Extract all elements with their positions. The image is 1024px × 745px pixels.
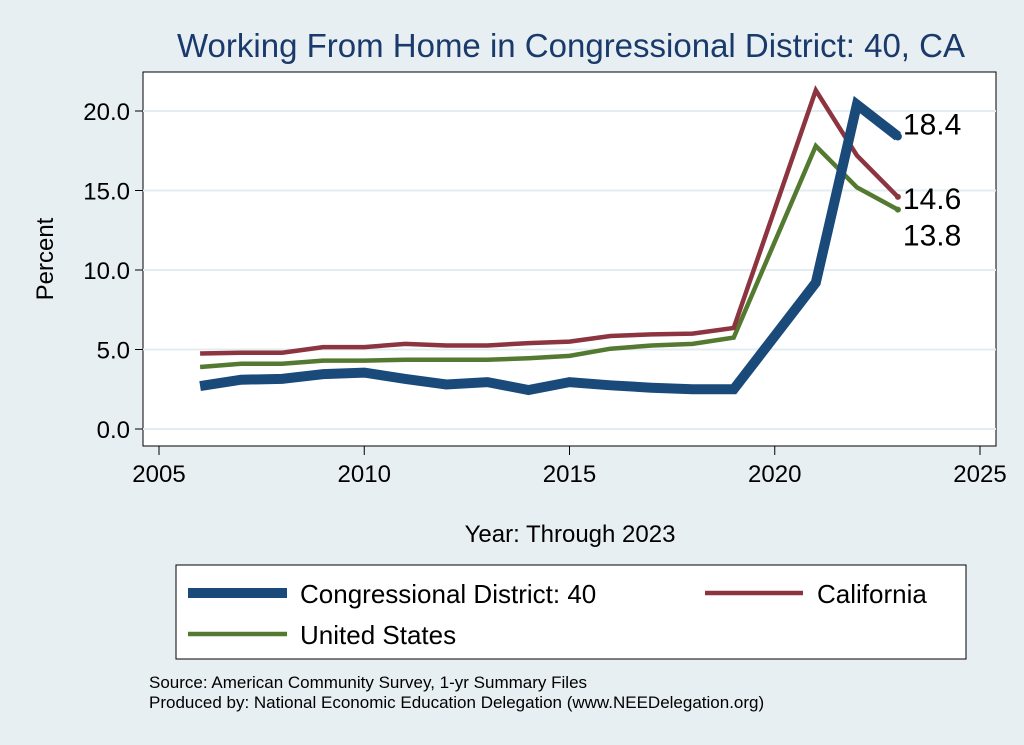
end-labels: 18.4 14.6 13.8 — [903, 108, 961, 252]
end-label-1: 14.6 — [903, 183, 961, 216]
source-line-1: Source: American Community Survey, 1-yr … — [149, 673, 587, 692]
x-tick-label: 2005 — [132, 461, 185, 488]
series-line-0 — [199, 95, 901, 396]
legend-label-0: Congressional District: 40 — [300, 579, 596, 609]
legend: Congressional District: 40 California Unit… — [188, 579, 927, 650]
gridlines — [143, 110, 996, 430]
axes — [135, 110, 981, 455]
y-tick-label: 10.0 — [83, 258, 130, 285]
series-lines — [199, 85, 902, 396]
legend-label-1: California — [817, 579, 927, 609]
plot-area — [142, 71, 997, 447]
series-end-point-2 — [894, 206, 901, 213]
end-label-0: 18.4 — [903, 108, 961, 141]
tick-labels: 0.0 5.0 10.0 15.0 20.0 2005 2010 2015 2020 2025 — [83, 99, 1006, 488]
x-tick-label: 2020 — [748, 461, 801, 488]
source-line-2: Produced by: National Economic Education… — [149, 693, 764, 712]
x-axis-title: Year: Through 2023 — [465, 521, 676, 548]
y-tick-label: 15.0 — [83, 179, 130, 206]
legend-box — [175, 564, 967, 660]
y-axis-title: Percent — [32, 217, 59, 300]
y-tick-label: 5.0 — [97, 338, 130, 365]
series-line-2 — [199, 142, 899, 370]
series-end-point-1 — [894, 193, 901, 200]
x-tick-label: 2025 — [953, 461, 1006, 488]
end-label-2: 13.8 — [903, 220, 961, 253]
series-line-1 — [200, 85, 900, 356]
chart-title: Working From Home in Congressional Distr… — [177, 27, 965, 64]
x-tick-label: 2015 — [543, 461, 596, 488]
series-end-point-0 — [893, 132, 902, 141]
y-tick-label: 20.0 — [83, 99, 130, 126]
y-tick-label: 0.0 — [97, 417, 130, 444]
legend-label-2: United States — [300, 620, 456, 650]
x-tick-label: 2010 — [338, 461, 391, 488]
